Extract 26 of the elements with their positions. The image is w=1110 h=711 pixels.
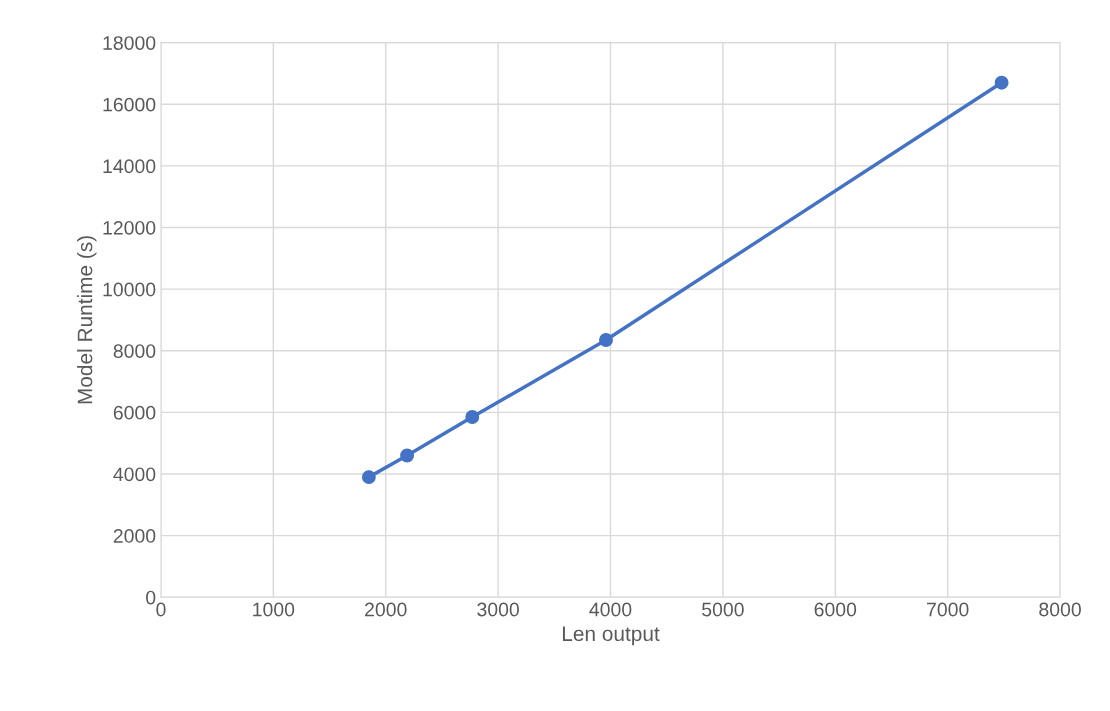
y-tick-label: 0 xyxy=(146,590,156,605)
x-tick-label: 8000 xyxy=(1039,602,1081,617)
point xyxy=(400,448,415,463)
point xyxy=(465,410,480,424)
y-tick-label: 4000 xyxy=(113,467,156,482)
x-tick-label: 4000 xyxy=(589,602,632,617)
x-tick-label: 5000 xyxy=(702,602,744,617)
y-tick-label: 10000 xyxy=(103,282,156,297)
y-tick-label: 12000 xyxy=(103,220,156,235)
y-tick-label: 2000 xyxy=(113,529,156,543)
y-axis-title: Model Runtime (s) xyxy=(77,236,97,404)
y-tick-label: 18000 xyxy=(103,36,156,50)
y-tick-label: 6000 xyxy=(113,405,156,420)
x-tick-label: 3000 xyxy=(477,602,519,617)
point xyxy=(361,470,376,485)
point xyxy=(599,333,613,347)
x-tick-label: 7000 xyxy=(927,602,969,617)
y-tick-label: 16000 xyxy=(103,97,156,112)
x-tick-label: 0 xyxy=(156,602,166,617)
y-tick-label: 14000 xyxy=(103,159,156,174)
x-axis-title: Len output xyxy=(562,626,660,646)
point xyxy=(994,75,1009,90)
x-tick-label: 6000 xyxy=(814,602,857,617)
y-tick-label: 8000 xyxy=(113,344,156,358)
x-tick-label: 2000 xyxy=(365,602,407,617)
x-tick-label: 1000 xyxy=(253,602,295,617)
